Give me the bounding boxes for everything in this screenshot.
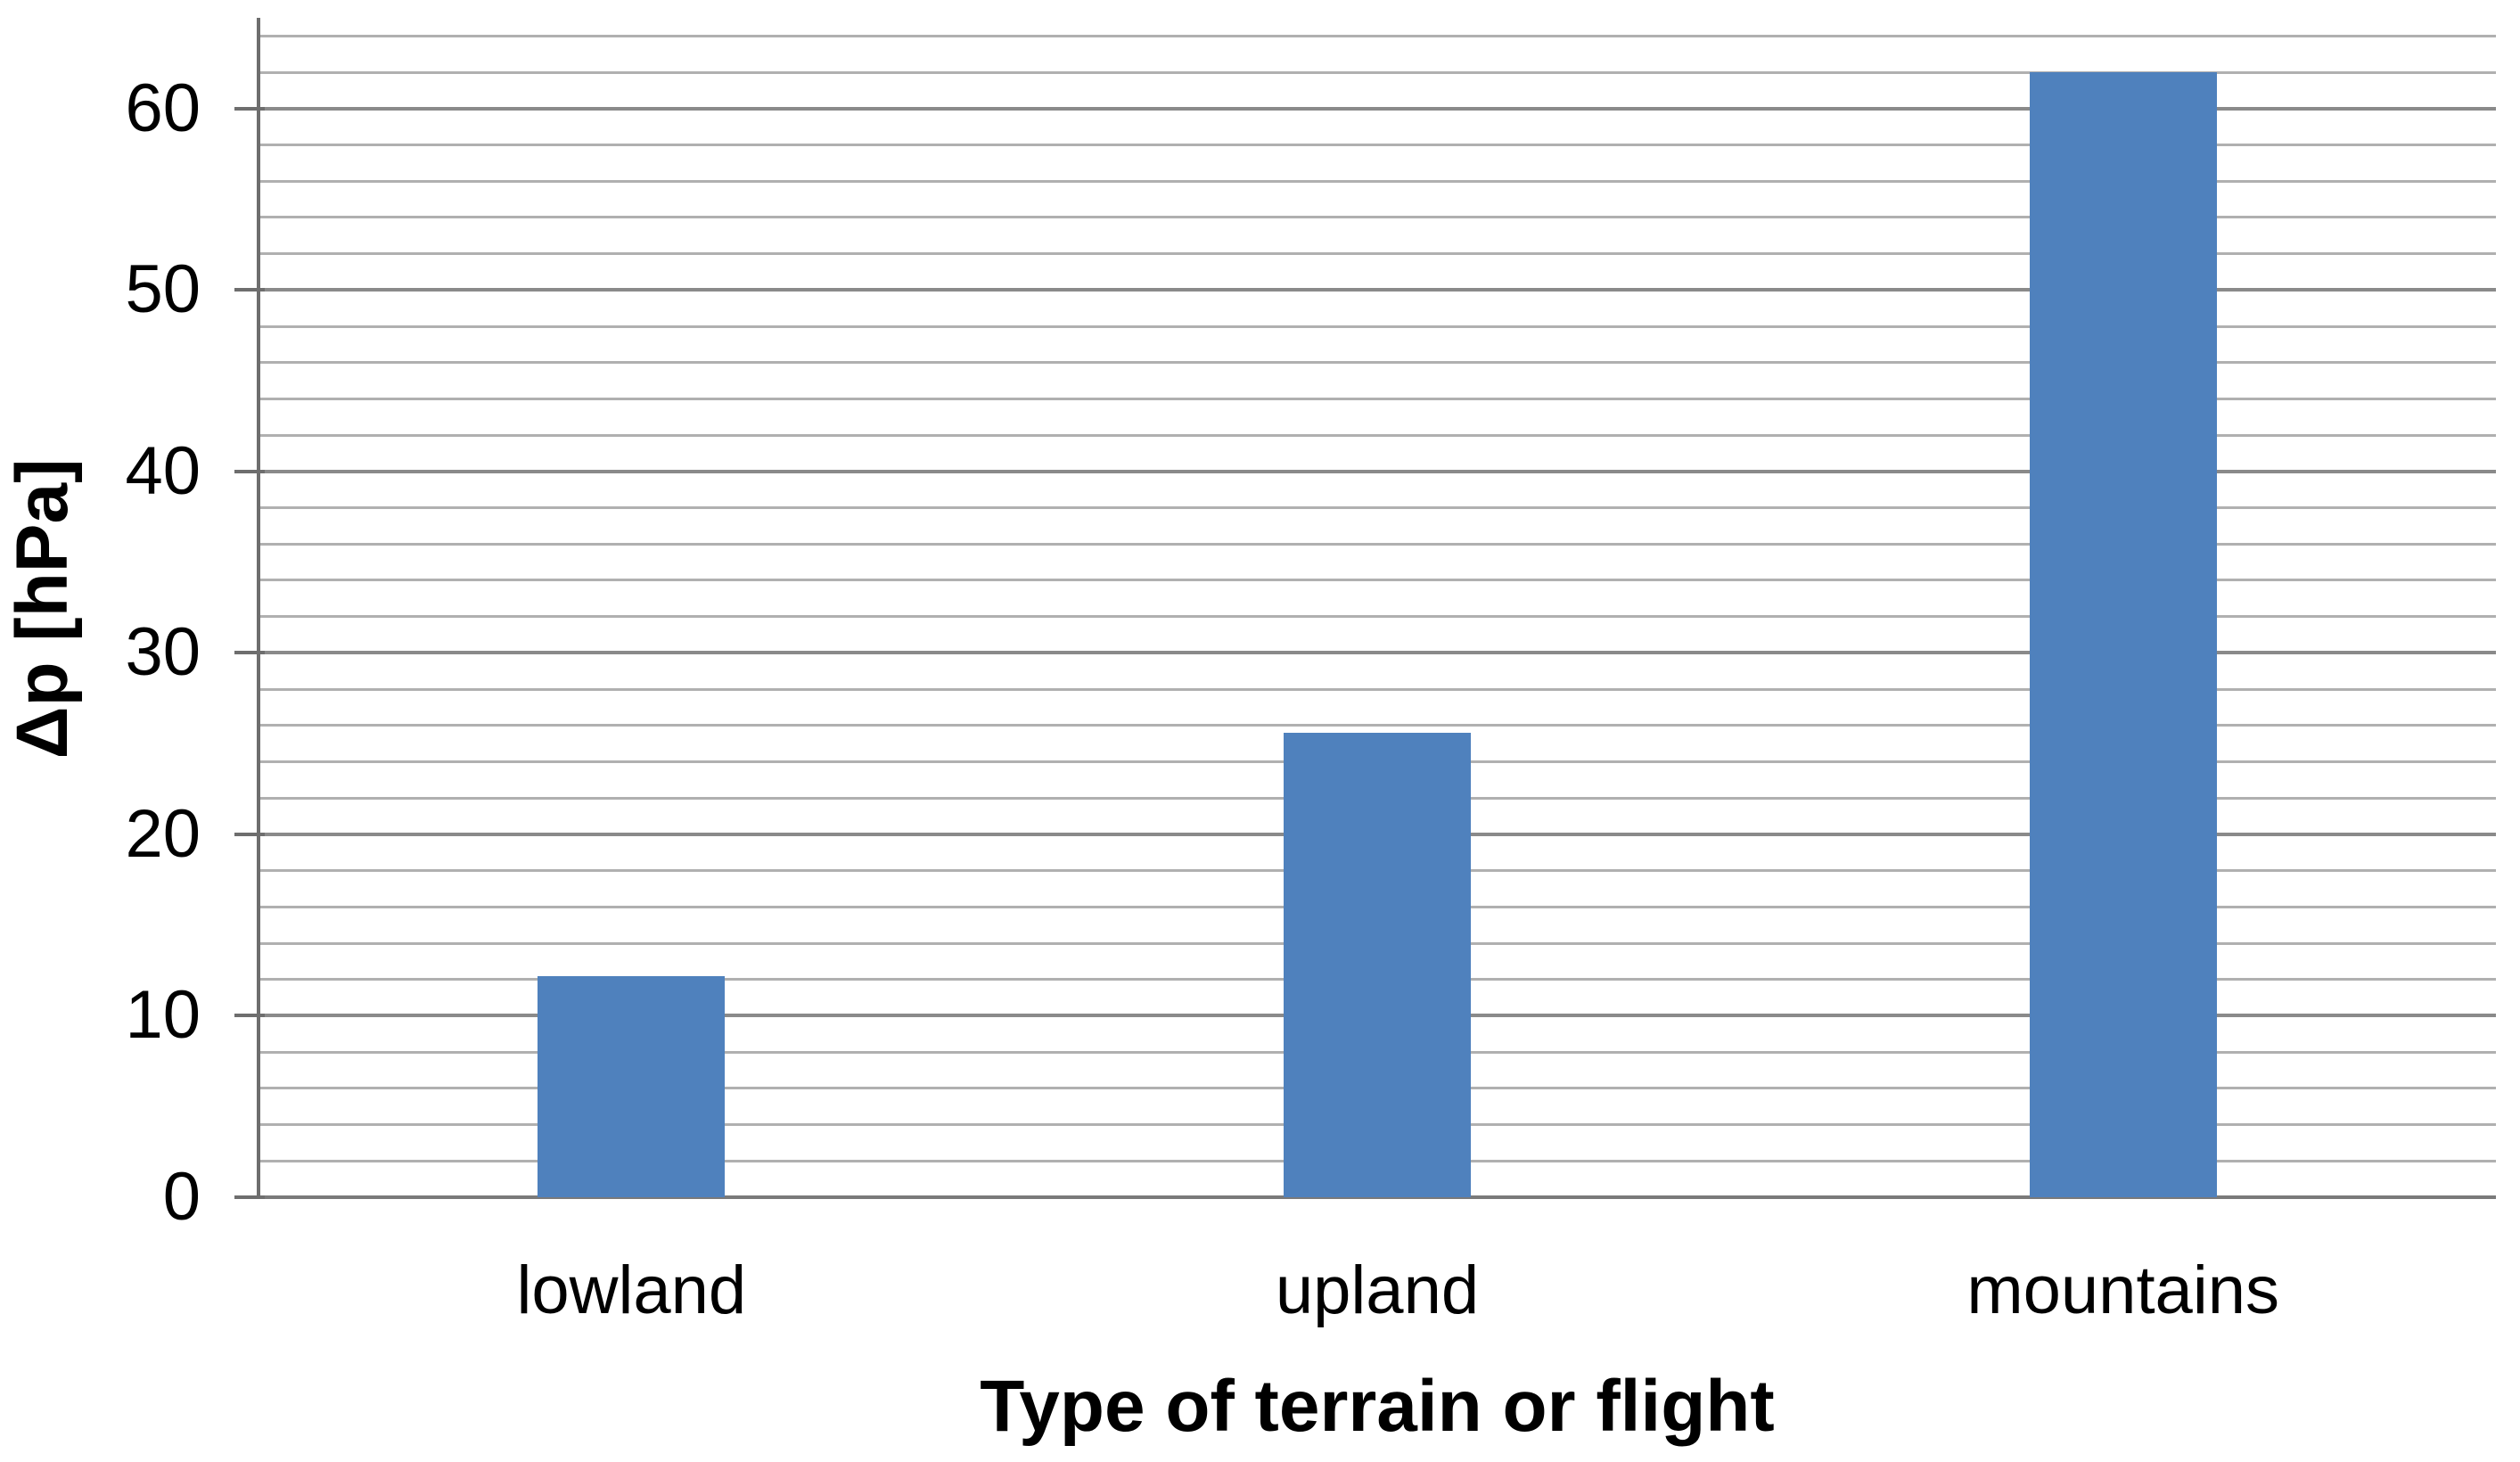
major-gridline (259, 651, 2496, 655)
minor-gridline (259, 724, 2496, 727)
y-tick-label-40: 40 (125, 432, 201, 509)
category-label-upland: upland (1275, 1253, 1480, 1328)
major-gridline (259, 106, 2496, 111)
minor-gridline (259, 433, 2496, 437)
bar-mountains (2029, 72, 2217, 1197)
y-tick-label-0: 0 (162, 1159, 201, 1235)
minor-gridline (259, 252, 2496, 256)
minor-gridline (259, 506, 2496, 510)
minor-gridline (259, 397, 2496, 400)
y-tick-label-30: 30 (125, 614, 201, 691)
category-label-mountains: mountains (1966, 1253, 2279, 1328)
minor-gridline (259, 143, 2496, 146)
y-tick-label-10: 10 (125, 977, 201, 1054)
y-axis-tick (234, 469, 265, 473)
y-tick-label-60: 60 (125, 70, 201, 146)
plot-area (259, 18, 2496, 1199)
major-gridline (259, 288, 2496, 292)
minor-gridline (259, 361, 2496, 365)
y-axis-line (257, 18, 260, 1199)
y-axis-tick (234, 1195, 265, 1199)
minor-gridline (259, 687, 2496, 691)
minor-gridline (259, 579, 2496, 582)
category-label-lowland: lowland (516, 1253, 747, 1328)
minor-gridline (259, 324, 2496, 328)
major-gridline (259, 469, 2496, 473)
bar-upland (1284, 732, 1471, 1197)
minor-gridline (259, 615, 2496, 619)
bar-lowland (538, 975, 726, 1197)
minor-gridline (259, 216, 2496, 219)
x-axis-title: Type of terrain or flight (980, 1366, 1775, 1447)
y-axis-tick (234, 832, 265, 836)
y-axis-tick (234, 651, 265, 655)
y-axis-tick (234, 106, 265, 111)
minor-gridline (259, 34, 2496, 37)
minor-gridline (259, 179, 2496, 183)
y-axis-tick (234, 288, 265, 292)
minor-gridline (259, 70, 2496, 74)
minor-gridline (259, 542, 2496, 546)
y-tick-label-20: 20 (125, 795, 201, 872)
y-tick-label-50: 50 (125, 251, 201, 328)
major-gridline (259, 1195, 2496, 1199)
y-axis-tick (234, 1014, 265, 1018)
